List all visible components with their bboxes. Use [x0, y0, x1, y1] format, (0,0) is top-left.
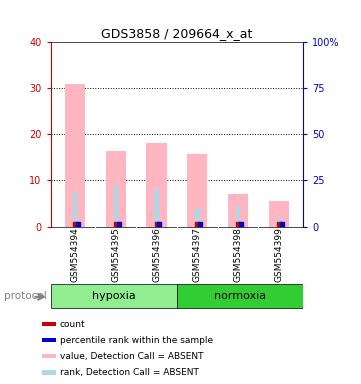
Bar	[51, 284, 177, 308]
Point	[72, 221, 78, 227]
Text: protocol: protocol	[4, 291, 46, 301]
Bar	[277, 217, 281, 227]
Bar	[43, 338, 56, 343]
Bar	[195, 208, 200, 227]
Point	[279, 221, 284, 227]
Point	[276, 221, 282, 227]
Text: GSM554394: GSM554394	[70, 227, 79, 282]
Point	[194, 221, 200, 227]
Bar	[73, 192, 77, 227]
Text: GSM554397: GSM554397	[193, 227, 202, 282]
Bar	[113, 185, 118, 227]
Point	[113, 221, 119, 227]
Text: GSM554398: GSM554398	[234, 227, 243, 282]
Bar	[105, 151, 126, 227]
Bar	[177, 284, 303, 308]
Point	[238, 221, 244, 227]
Point	[154, 221, 160, 227]
Bar	[187, 154, 208, 227]
Text: hypoxia: hypoxia	[92, 291, 136, 301]
Bar	[43, 370, 56, 374]
Text: GSM554399: GSM554399	[274, 227, 283, 282]
Text: count: count	[60, 319, 85, 329]
Text: normoxia: normoxia	[214, 291, 266, 301]
Bar	[146, 143, 167, 227]
Bar	[228, 194, 248, 227]
Bar	[236, 206, 240, 227]
Point	[156, 221, 162, 227]
Bar	[269, 201, 289, 227]
Text: percentile rank within the sample: percentile rank within the sample	[60, 336, 213, 345]
Point	[75, 221, 81, 227]
Text: rank, Detection Call = ABSENT: rank, Detection Call = ABSENT	[60, 368, 199, 377]
Text: GSM554395: GSM554395	[111, 227, 120, 282]
Text: value, Detection Call = ABSENT: value, Detection Call = ABSENT	[60, 352, 203, 361]
Point	[116, 221, 122, 227]
Bar	[43, 322, 56, 326]
Point	[235, 221, 241, 227]
Bar	[65, 84, 85, 227]
Title: GDS3858 / 209664_x_at: GDS3858 / 209664_x_at	[101, 26, 253, 40]
Bar	[154, 189, 159, 227]
Point	[197, 221, 203, 227]
Text: GSM554396: GSM554396	[152, 227, 161, 282]
Bar	[43, 354, 56, 359]
